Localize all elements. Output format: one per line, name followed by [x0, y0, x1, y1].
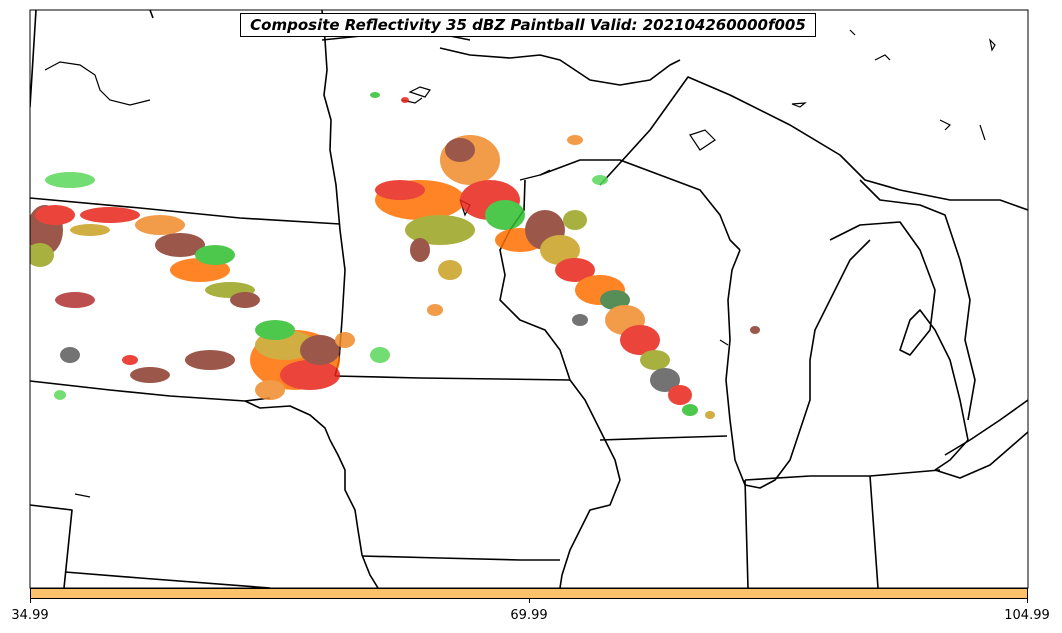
- colorbar-tick-mid: 69.99: [510, 608, 548, 623]
- state-boundaries: [30, 10, 1028, 588]
- map-title: Composite Reflectivity 35 dBZ Paintball …: [240, 13, 816, 37]
- colorbar-tick-max: 104.99: [1004, 608, 1050, 623]
- colorbar-tick-mark-max: [1027, 599, 1028, 603]
- colorbar-tick-mark-mid: [529, 599, 530, 603]
- colorbar: [30, 588, 1028, 599]
- map-background: [30, 10, 1028, 588]
- reflectivity-echoes: [30, 92, 760, 419]
- colorbar-tick-mark-min: [30, 599, 31, 603]
- colorbar-tick-min: 34.99: [11, 608, 49, 623]
